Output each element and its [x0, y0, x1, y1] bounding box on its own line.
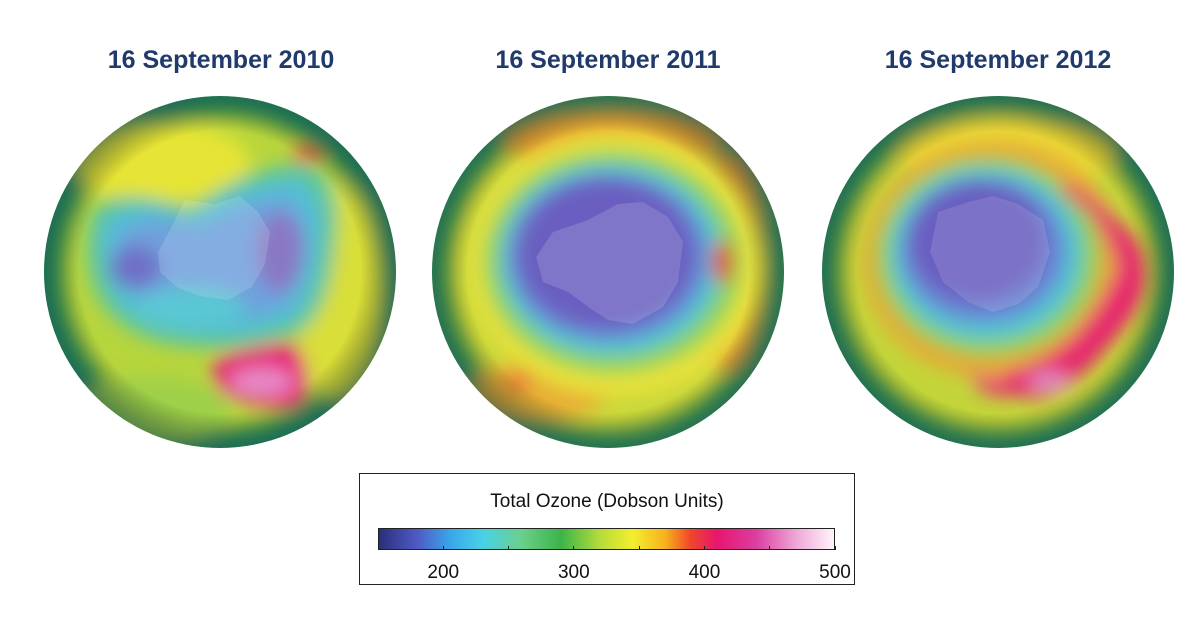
colorbar-tick-label: 400 — [688, 562, 721, 583]
colorbar-tick — [442, 546, 444, 550]
colorbar-tick — [638, 546, 640, 550]
colorbar-tick — [834, 546, 836, 550]
ozone-colorbar — [378, 528, 835, 550]
ozone-globe-2011 — [432, 96, 784, 448]
ozone-globe-2010 — [44, 96, 396, 448]
colorbar-tick — [508, 546, 510, 550]
panel-title-2010: 16 September 2010 — [107, 46, 335, 74]
ozone-globe-2012 — [822, 96, 1174, 448]
panel-title-2012: 16 September 2012 — [884, 46, 1112, 74]
panel-title-2011: 16 September 2011 — [495, 46, 721, 74]
colorbar-tick — [703, 546, 705, 550]
colorbar-tick-label: 200 — [427, 562, 460, 583]
colorbar-tick-label: 300 — [557, 562, 590, 583]
legend-title: Total Ozone (Dobson Units) — [490, 491, 724, 512]
colorbar-tick — [769, 546, 771, 550]
colorbar-tick — [573, 546, 575, 550]
colorbar-tick-label: 500 — [819, 562, 851, 583]
colorbar-legend: Total Ozone (Dobson Units) 200 300 400 500 — [359, 473, 855, 585]
